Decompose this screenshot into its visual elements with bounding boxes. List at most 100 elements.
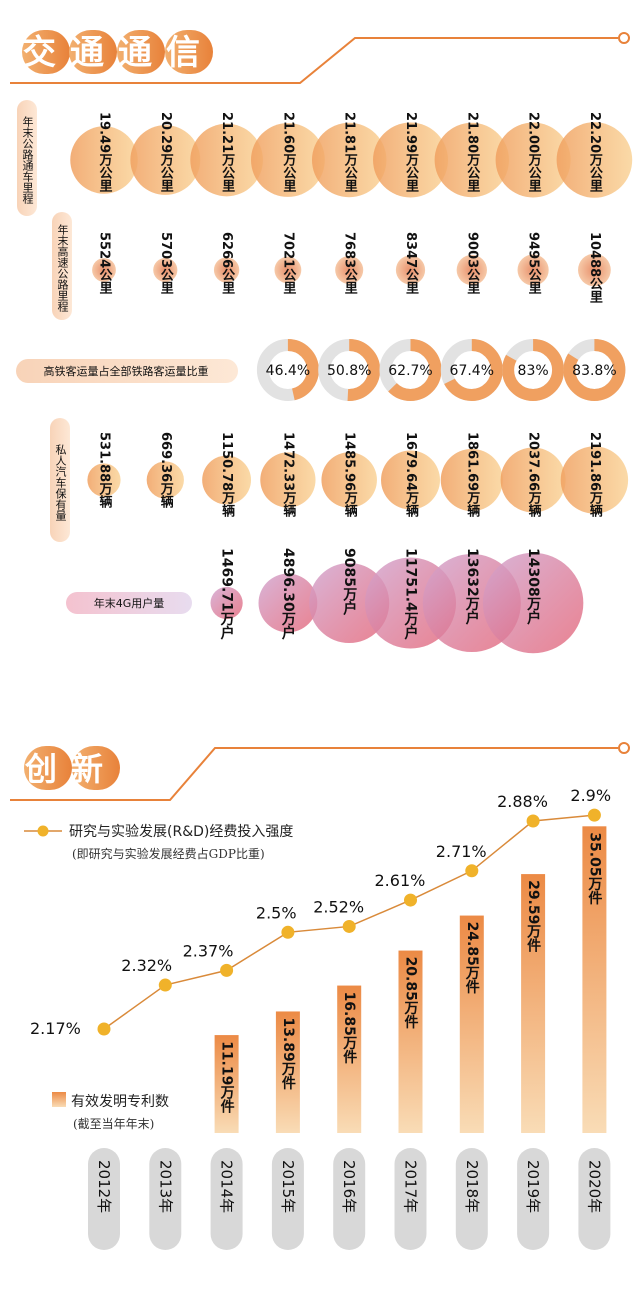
ring-value-label: 83.8% (572, 363, 616, 379)
legend-bar-swatch (52, 1092, 66, 1107)
rd-value-label: 2.88% (497, 792, 548, 811)
rd-point (465, 864, 479, 878)
private-car-value-label: 2037.66万辆 (526, 432, 543, 519)
highway-value-label: 21.60万公里 (280, 112, 297, 194)
4g-user-value-label: 1469.71万户 (219, 548, 236, 641)
year-axis: 2012年 2013年 2014年 2015年 2016年 2017年 2018年 2019年… (88, 1148, 611, 1250)
private-car-value-label: 1485.96万辆 (342, 432, 359, 519)
innovation-header: 创新 (10, 742, 630, 801)
year-pill (517, 1148, 550, 1250)
4g-users-bubbles: 1469.71万户 4896.30万户 9085万户 11751.4万户 13632万户… (210, 548, 584, 654)
expressway-value-label: 9495公里 (526, 232, 542, 296)
4g-user-bubble (309, 562, 390, 644)
patent-value-label: 13.89万件 (280, 1017, 297, 1091)
4g-user-value-label: 11751.4万户 (403, 548, 420, 641)
legend-dot-swatch (37, 825, 49, 837)
highway-bubble (190, 123, 263, 197)
expressway-value-label: 9003公里 (464, 232, 480, 296)
patent-bar (582, 826, 607, 1133)
ring-value-arc (502, 339, 565, 401)
private-car-bubble (321, 452, 377, 508)
title-char-bg (165, 30, 213, 74)
ring-value-arc (379, 339, 442, 401)
rd-legend-label: 研究与实验发展(R&D)经费投入强度 (69, 824, 293, 840)
patent-value-label: 16.85万件 (341, 992, 358, 1066)
rd-point (526, 814, 540, 828)
rd-point (281, 925, 295, 939)
section-title-innovation: 创新 (24, 750, 117, 788)
rd-value-label: 2.61% (375, 871, 426, 890)
patent-bar (275, 1011, 300, 1133)
ring-value-label: 67.4% (450, 363, 494, 379)
rd-value-label: 2.71% (436, 842, 487, 861)
expressway-value-label: 8347公里 (403, 232, 419, 296)
private-car-bubble (560, 446, 629, 514)
rd-point (97, 1022, 111, 1036)
patent-bars: 11.19万件 13.89万件 16.85万件 20.85万件 24.85万件 29.59… (214, 826, 607, 1133)
patent-legend-label: 有效发明专利数 (71, 1094, 169, 1110)
expressway-bubble (92, 258, 116, 282)
expressway-bubble (213, 257, 240, 283)
patent-legend: 有效发明专利数 (截至当年年末) (52, 1092, 169, 1131)
highway-bubble (495, 122, 571, 198)
expressway-value-label: 5703公里 (158, 232, 174, 296)
title-char-bg (72, 746, 120, 790)
patent-legend-sublabel: (截至当年年末) (73, 1117, 154, 1131)
patent-bar (398, 950, 423, 1133)
ring-value-arc (256, 339, 319, 401)
private-car-bubble (146, 461, 184, 499)
ring-value-label: 83% (518, 363, 549, 379)
patent-bar (337, 985, 362, 1133)
row-label-expressway-mileage: 年末高速公路里程 (56, 224, 69, 312)
year-label: 2012年 (95, 1160, 113, 1213)
private-car-bubble (87, 463, 121, 497)
highway-value-label: 19.49万公里 (97, 112, 114, 194)
4g-user-value-label: 14308万户 (525, 548, 542, 626)
title-char-bg (117, 30, 165, 74)
year-label: 2019年 (524, 1160, 542, 1213)
highway-value-label: 21.21万公里 (219, 112, 236, 194)
patent-value-label: 20.85万件 (403, 957, 420, 1031)
patent-value-label: 29.59万件 (525, 880, 542, 954)
expressway-bubble (335, 255, 364, 285)
rd-point (404, 893, 417, 907)
year-label: 2017年 (402, 1160, 420, 1213)
rd-point (587, 808, 601, 822)
title-char-bg (69, 30, 117, 74)
highway-value-label: 20.29万公里 (158, 112, 175, 194)
4g-user-bubble (210, 586, 243, 620)
year-label: 2015年 (279, 1160, 297, 1213)
private-car-bubble (260, 452, 316, 508)
patent-bar (521, 874, 546, 1133)
expressway-value-label: 6266公里 (219, 232, 235, 296)
4g-user-bubble (482, 552, 584, 654)
year-label: 2018年 (463, 1160, 481, 1213)
private-car-bubble (500, 447, 566, 513)
highway-bubble (373, 122, 448, 198)
patent-value-label: 11.19万件 (219, 1041, 236, 1115)
patent-value-label: 35.05万件 (586, 832, 603, 906)
ring-value-label: 46.4% (266, 363, 310, 379)
highway-bubble (251, 123, 325, 197)
rd-value-label: 2.37% (183, 941, 234, 960)
private-car-value-label: 1679.64万辆 (403, 432, 420, 519)
4g-user-value-label: 9085万户 (341, 548, 358, 616)
expressway-mileage-bubbles: 5524公里 5703公里 6266公里 7021公里 7683公里 8347公里 9003… (92, 232, 611, 305)
private-car-value-label: 669.36万辆 (158, 432, 175, 510)
highway-bubble (130, 125, 201, 195)
rd-value-label: 2.5% (256, 903, 297, 922)
year-label: 2020年 (585, 1160, 603, 1213)
highway-value-label: 21.80万公里 (464, 112, 481, 194)
rd-value-label: 2.17% (30, 1019, 81, 1038)
row-label-private-cars: 私人汽车保有量 (54, 443, 67, 521)
private-car-bubble (440, 448, 503, 512)
expressway-value-label: 7683公里 (342, 232, 358, 296)
private-car-value-label: 1861.69万辆 (464, 432, 481, 519)
row-label-4g-users: 年末4G用户量 (94, 596, 165, 610)
rd-intensity-line: 2.17% 2.32% 2.37% 2.5% 2.52% 2.61% 2.71% 2.88% 2… (30, 786, 611, 1038)
year-pill (578, 1148, 611, 1250)
rd-legend: 研究与实验发展(R&D)经费投入强度 (即研究与实验发展经费占GDP比重) (24, 824, 293, 861)
expressway-bubble (153, 257, 178, 283)
expressway-value-label: 7021公里 (280, 232, 296, 296)
rd-point (158, 978, 172, 992)
